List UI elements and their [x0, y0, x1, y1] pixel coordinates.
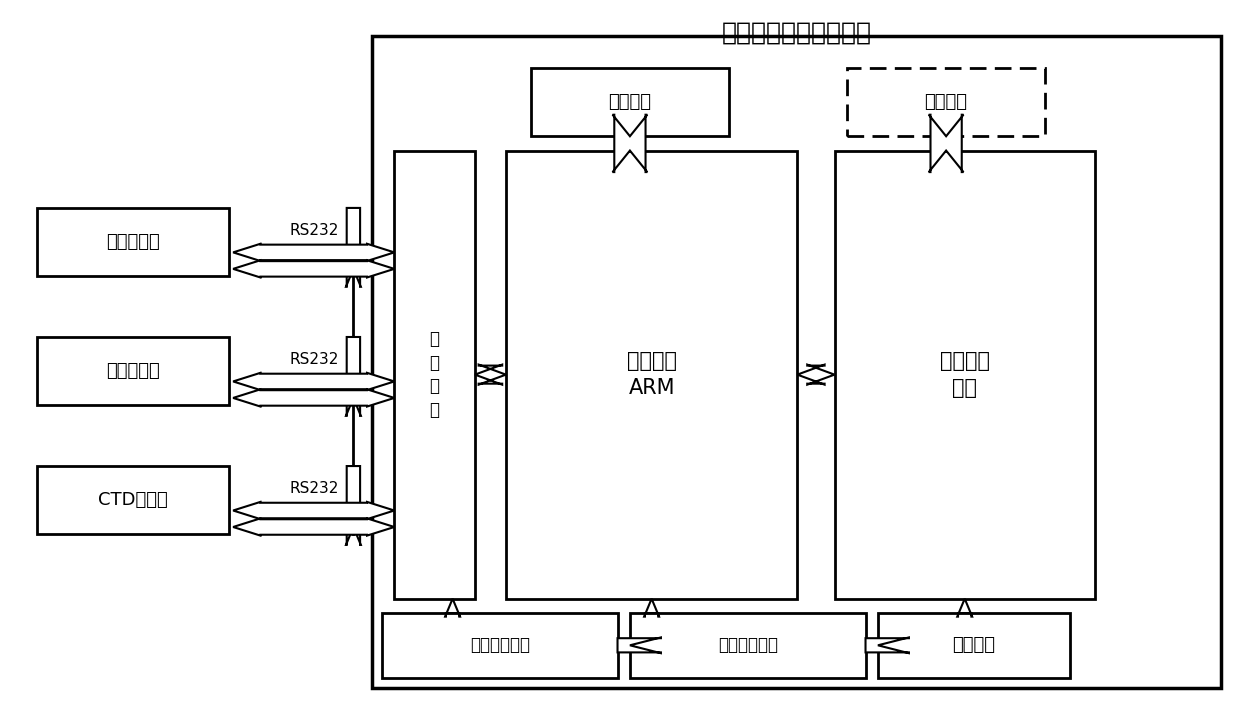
Text: 电源管理模块: 电源管理模块: [718, 636, 777, 655]
Polygon shape: [233, 389, 394, 407]
Text: RS232: RS232: [289, 481, 339, 496]
Text: 短路保护模块: 短路保护模块: [470, 636, 529, 655]
Text: 控制模块
ARM: 控制模块 ARM: [626, 351, 677, 398]
Polygon shape: [233, 260, 394, 277]
Bar: [835, 151, 1095, 599]
Polygon shape: [957, 599, 972, 617]
Polygon shape: [613, 115, 647, 172]
Polygon shape: [929, 115, 963, 172]
Bar: [847, 68, 1045, 136]
Bar: [394, 151, 475, 599]
Polygon shape: [346, 466, 361, 545]
Polygon shape: [866, 637, 909, 653]
Bar: [37, 466, 229, 534]
Polygon shape: [233, 373, 394, 390]
Polygon shape: [346, 208, 361, 287]
Text: 智能处理
模块: 智能处理 模块: [940, 351, 990, 398]
Text: RS232: RS232: [289, 352, 339, 367]
Bar: [372, 36, 1221, 688]
Text: 电源输入: 电源输入: [952, 636, 996, 655]
Polygon shape: [645, 599, 660, 617]
Bar: [878, 613, 1070, 678]
Text: 流速传感器: 流速传感器: [107, 362, 160, 380]
Text: CTD传感器: CTD传感器: [98, 491, 169, 509]
Text: 存储模块: 存储模块: [925, 93, 967, 111]
Polygon shape: [475, 364, 506, 384]
Text: 时钟模块: 时钟模块: [609, 93, 651, 111]
Text: 通
信
模
块: 通 信 模 块: [429, 331, 440, 419]
Polygon shape: [797, 364, 835, 384]
Bar: [531, 68, 729, 136]
Polygon shape: [445, 599, 460, 617]
Polygon shape: [233, 502, 394, 519]
Polygon shape: [233, 244, 394, 261]
Bar: [630, 613, 866, 678]
Text: 智能科学载荷控制系统: 智能科学载荷控制系统: [722, 20, 872, 44]
Bar: [37, 208, 229, 276]
Polygon shape: [346, 337, 361, 416]
Text: 湍流观测仪: 湍流观测仪: [107, 233, 160, 251]
Bar: [382, 613, 618, 678]
Bar: [37, 337, 229, 405]
Text: RS232: RS232: [289, 223, 339, 238]
Polygon shape: [618, 637, 661, 653]
Bar: [506, 151, 797, 599]
Polygon shape: [233, 518, 394, 536]
